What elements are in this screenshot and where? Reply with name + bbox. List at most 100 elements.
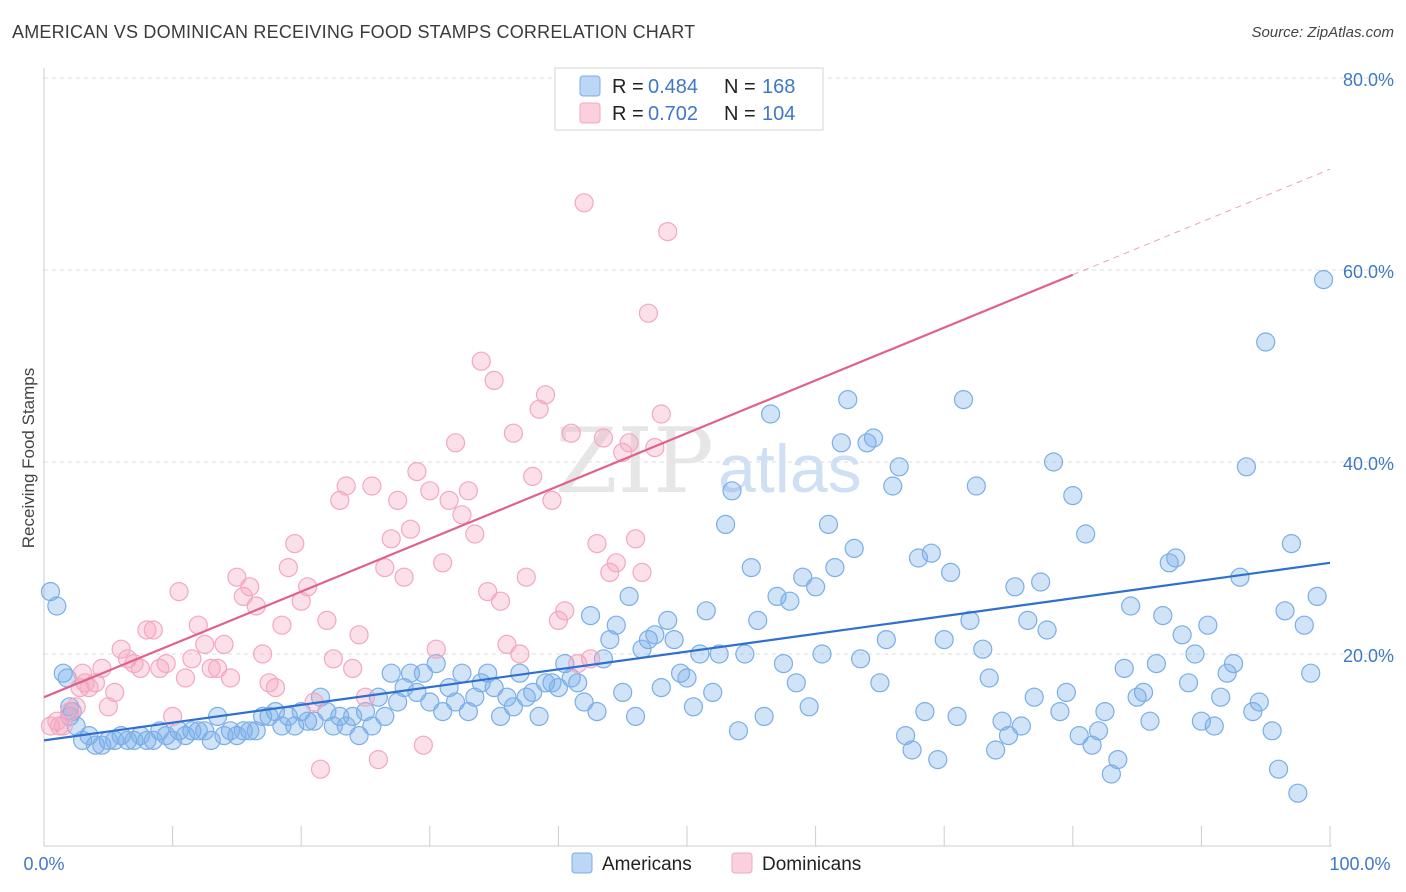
americans-point (1011, 716, 1031, 736)
americans-point (1223, 653, 1244, 674)
dominicans-point (182, 649, 202, 669)
americans-point (1031, 572, 1051, 592)
americans-point (677, 668, 697, 688)
americans-point (188, 721, 208, 741)
americans-point (1069, 725, 1089, 746)
dominicans-point (535, 385, 556, 405)
dominicans-point (66, 697, 86, 717)
americans-point (966, 476, 986, 496)
americans-point (863, 428, 884, 448)
americans-point (960, 610, 980, 631)
dominicans-point (452, 505, 472, 525)
americans-point (941, 562, 961, 583)
grid-lines (44, 77, 1394, 655)
americans-point (709, 644, 729, 664)
americans-point (715, 514, 736, 535)
dominicans-point (529, 399, 549, 419)
dominicans-point (439, 490, 459, 510)
dominicans-point (490, 591, 511, 611)
dominicans-point (323, 649, 343, 669)
dominicans-point (625, 529, 646, 549)
americans-point (831, 433, 851, 453)
dominicans-point (658, 222, 678, 242)
americans-point (529, 706, 549, 727)
americans-point (651, 677, 671, 698)
dominicans-trend-line (43, 273, 1074, 699)
y-axis-label: Receiving Food Stamps (19, 368, 38, 548)
americans-point (953, 390, 974, 410)
dominicans-point (349, 625, 369, 645)
legend-r-label: R = (612, 76, 644, 98)
americans-point (343, 706, 363, 727)
americans-point (683, 697, 704, 717)
dominicans-point (285, 533, 305, 554)
dominicans-point (368, 749, 388, 770)
americans-point (812, 644, 832, 664)
dominicans-point (227, 567, 247, 587)
americans-point (625, 706, 646, 727)
americans-point (1262, 721, 1282, 741)
americans-point (1043, 452, 1064, 472)
americans-point (291, 701, 311, 722)
americans-point (1204, 716, 1224, 736)
americans-point (285, 716, 305, 736)
dominicans-point (278, 557, 298, 578)
americans-point (1018, 610, 1038, 631)
americans-point (40, 581, 61, 602)
dominicans-point (632, 562, 652, 583)
americans-point (465, 687, 485, 707)
dominicans-point (555, 601, 575, 621)
dominicans-point (163, 706, 183, 727)
dominicans-points (40, 193, 678, 779)
dominicans-point (651, 404, 671, 424)
americans-point (1114, 658, 1134, 679)
americans-point (773, 653, 794, 674)
americans-point (349, 725, 369, 746)
dominicans-point (233, 586, 253, 607)
americans-point (1005, 577, 1025, 597)
americans-point (1178, 673, 1199, 693)
dominicans-point (510, 644, 530, 664)
dominicans-point (606, 553, 626, 573)
dominicans-point (523, 466, 543, 486)
americans-point (1236, 457, 1257, 477)
watermark-atlas: atlas (718, 431, 862, 507)
dominicans-point (175, 668, 196, 688)
y-tick-label: 40.0% (1343, 454, 1394, 474)
dominicans-point (220, 668, 241, 688)
dominicans-point (433, 553, 453, 573)
americans-point (1211, 687, 1231, 707)
dominicans-point (143, 620, 163, 640)
legend-r-value: 0.484 (648, 76, 698, 98)
americans-point (47, 596, 67, 616)
bottom-legend: Americans Dominicans (571, 852, 861, 875)
dominicans-point (445, 433, 466, 453)
dominicans-point (413, 735, 433, 755)
bottom-legend-swatch-dominicans (731, 852, 753, 874)
americans-point (137, 730, 157, 751)
americans-point (1133, 682, 1154, 703)
x-tick-label-max: 100.0% (1329, 854, 1390, 874)
dominicans-point (105, 682, 125, 703)
americans-point (433, 701, 453, 722)
americans-point (1056, 682, 1076, 703)
americans-point (445, 692, 466, 712)
americans-point (195, 721, 215, 741)
americans-point (336, 716, 356, 736)
dominicans-point (645, 438, 665, 458)
dominicans-point (587, 533, 607, 554)
dominicans-point (317, 610, 337, 631)
americans-point (664, 629, 684, 650)
americans-point (355, 701, 376, 722)
americans-point (876, 629, 896, 650)
legend-box: R = 0.484 N = 168 R = 0.702 N = 104 (554, 67, 824, 131)
americans-point (799, 697, 819, 717)
dominicans-point (548, 610, 569, 631)
americans-point (780, 591, 800, 611)
americans-point (1101, 764, 1121, 784)
americans-point (722, 481, 742, 501)
americans-point (1307, 586, 1327, 607)
dominicans-point (542, 490, 562, 510)
americans-point (1088, 721, 1109, 741)
